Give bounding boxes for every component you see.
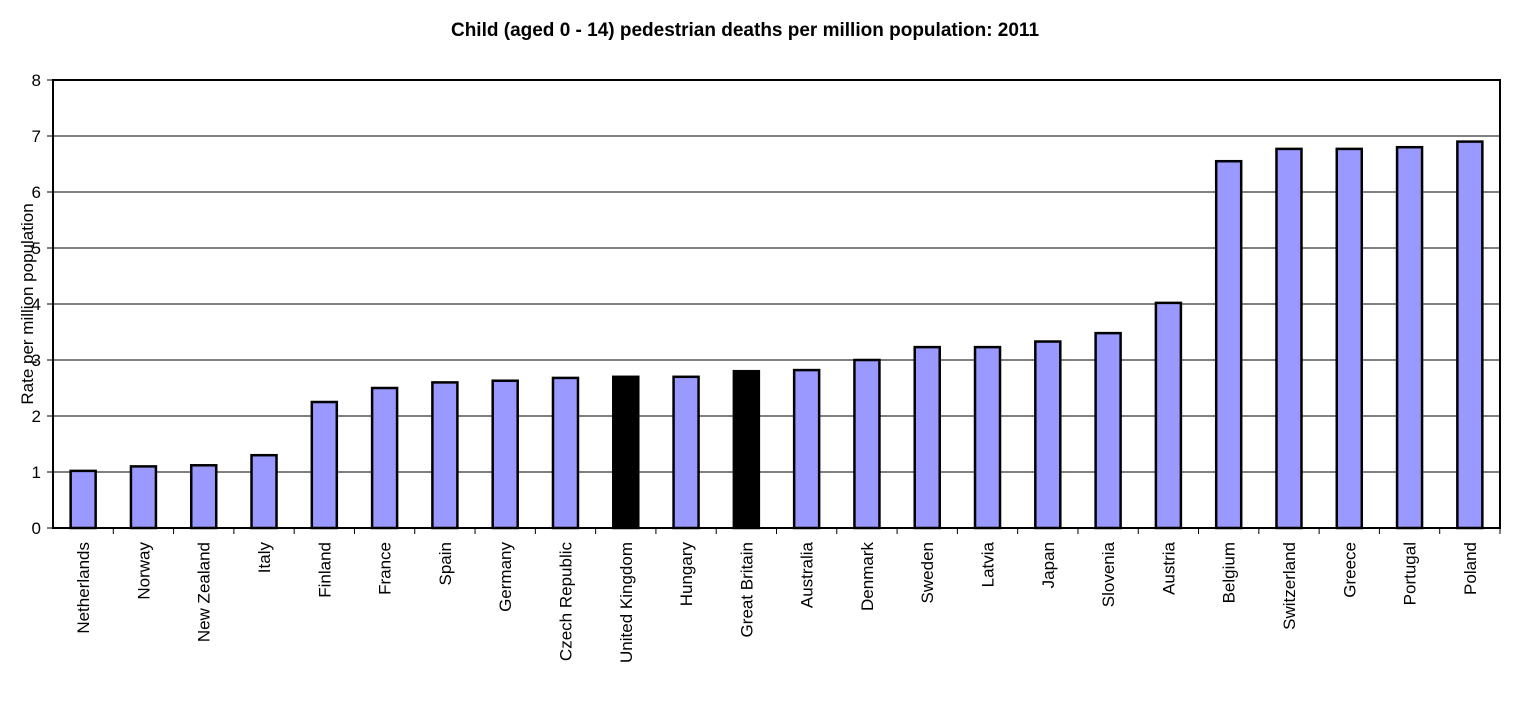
y-tick-label: 8 — [32, 71, 41, 90]
bar-france — [370, 386, 399, 530]
bar-united-kingdom — [612, 375, 640, 530]
bar-japan — [1034, 340, 1062, 530]
chart-title: Child (aged 0 - 14) pedestrian deaths pe… — [450, 20, 1040, 41]
bar-norway — [129, 465, 158, 530]
x-tick-label: France — [376, 542, 395, 595]
bar-germany — [491, 379, 519, 530]
y-axis-label: Rate per million population — [18, 203, 37, 404]
x-tick-label: New Zealand — [195, 542, 214, 642]
y-axis-ticks: 0 1 2 3 4 5 6 7 8 — [32, 71, 53, 538]
gridlines — [53, 135, 1500, 473]
bar-austria — [1154, 301, 1183, 530]
x-tick-label: Portugal — [1401, 542, 1420, 605]
x-axis-ticks: Netherlands Norway New Zealand Italy Finland… — [74, 528, 1501, 663]
y-tick-label: 0 — [32, 519, 41, 538]
x-tick-label: Latvia — [979, 541, 998, 587]
x-tick-label: United Kingdom — [617, 542, 636, 663]
y-tick-label: 7 — [32, 127, 41, 146]
bar-australia — [792, 368, 821, 530]
y-tick-label: 6 — [32, 183, 41, 202]
x-tick-label: Sweden — [918, 542, 937, 603]
x-tick-label: Switzerland — [1280, 542, 1299, 630]
bar-czech-republic — [551, 376, 580, 530]
bar-new-zealand — [189, 464, 218, 530]
bars — [69, 140, 1484, 530]
x-tick-label: Austria — [1159, 541, 1178, 594]
y-tick-label: 2 — [32, 407, 41, 426]
bar-hungary — [672, 375, 700, 530]
bar-finland — [310, 400, 339, 530]
bar-italy — [250, 453, 278, 530]
bar-portugal — [1395, 145, 1424, 530]
x-tick-label: Poland — [1461, 542, 1480, 595]
bar-slovenia — [1094, 331, 1122, 530]
x-tick-label: Hungary — [677, 542, 696, 607]
y-tick-label: 3 — [32, 351, 41, 370]
x-tick-label: Netherlands — [74, 542, 93, 634]
bar-latvia — [973, 345, 1002, 530]
x-tick-label: Spain — [436, 542, 455, 585]
x-tick-label: Great Britain — [737, 542, 756, 637]
x-tick-label: Norway — [134, 542, 153, 600]
y-tick-label: 5 — [32, 239, 41, 258]
x-tick-label: Italy — [255, 542, 274, 574]
bar-greece — [1335, 147, 1364, 530]
x-tick-label: Czech Republic — [556, 542, 575, 662]
bar-sweden — [913, 345, 941, 530]
bar-netherlands — [69, 469, 97, 530]
y-tick-label: 4 — [32, 295, 41, 314]
bar-switzerland — [1275, 147, 1303, 530]
bar-poland — [1456, 140, 1484, 530]
bar-great-britain — [732, 369, 761, 530]
x-tick-label: Finland — [315, 542, 334, 598]
x-tick-label: Australia — [798, 541, 817, 608]
x-tick-label: Germany — [496, 542, 515, 612]
y-tick-label: 1 — [32, 463, 41, 482]
x-tick-label: Japan — [1039, 542, 1058, 588]
x-tick-label: Denmark — [858, 542, 877, 611]
bar-denmark — [853, 358, 881, 530]
bar-spain — [431, 381, 459, 530]
bar-belgium — [1214, 159, 1243, 530]
x-tick-label: Slovenia — [1099, 541, 1118, 607]
x-tick-label: Belgium — [1220, 542, 1239, 603]
x-tick-label: Greece — [1340, 542, 1359, 598]
